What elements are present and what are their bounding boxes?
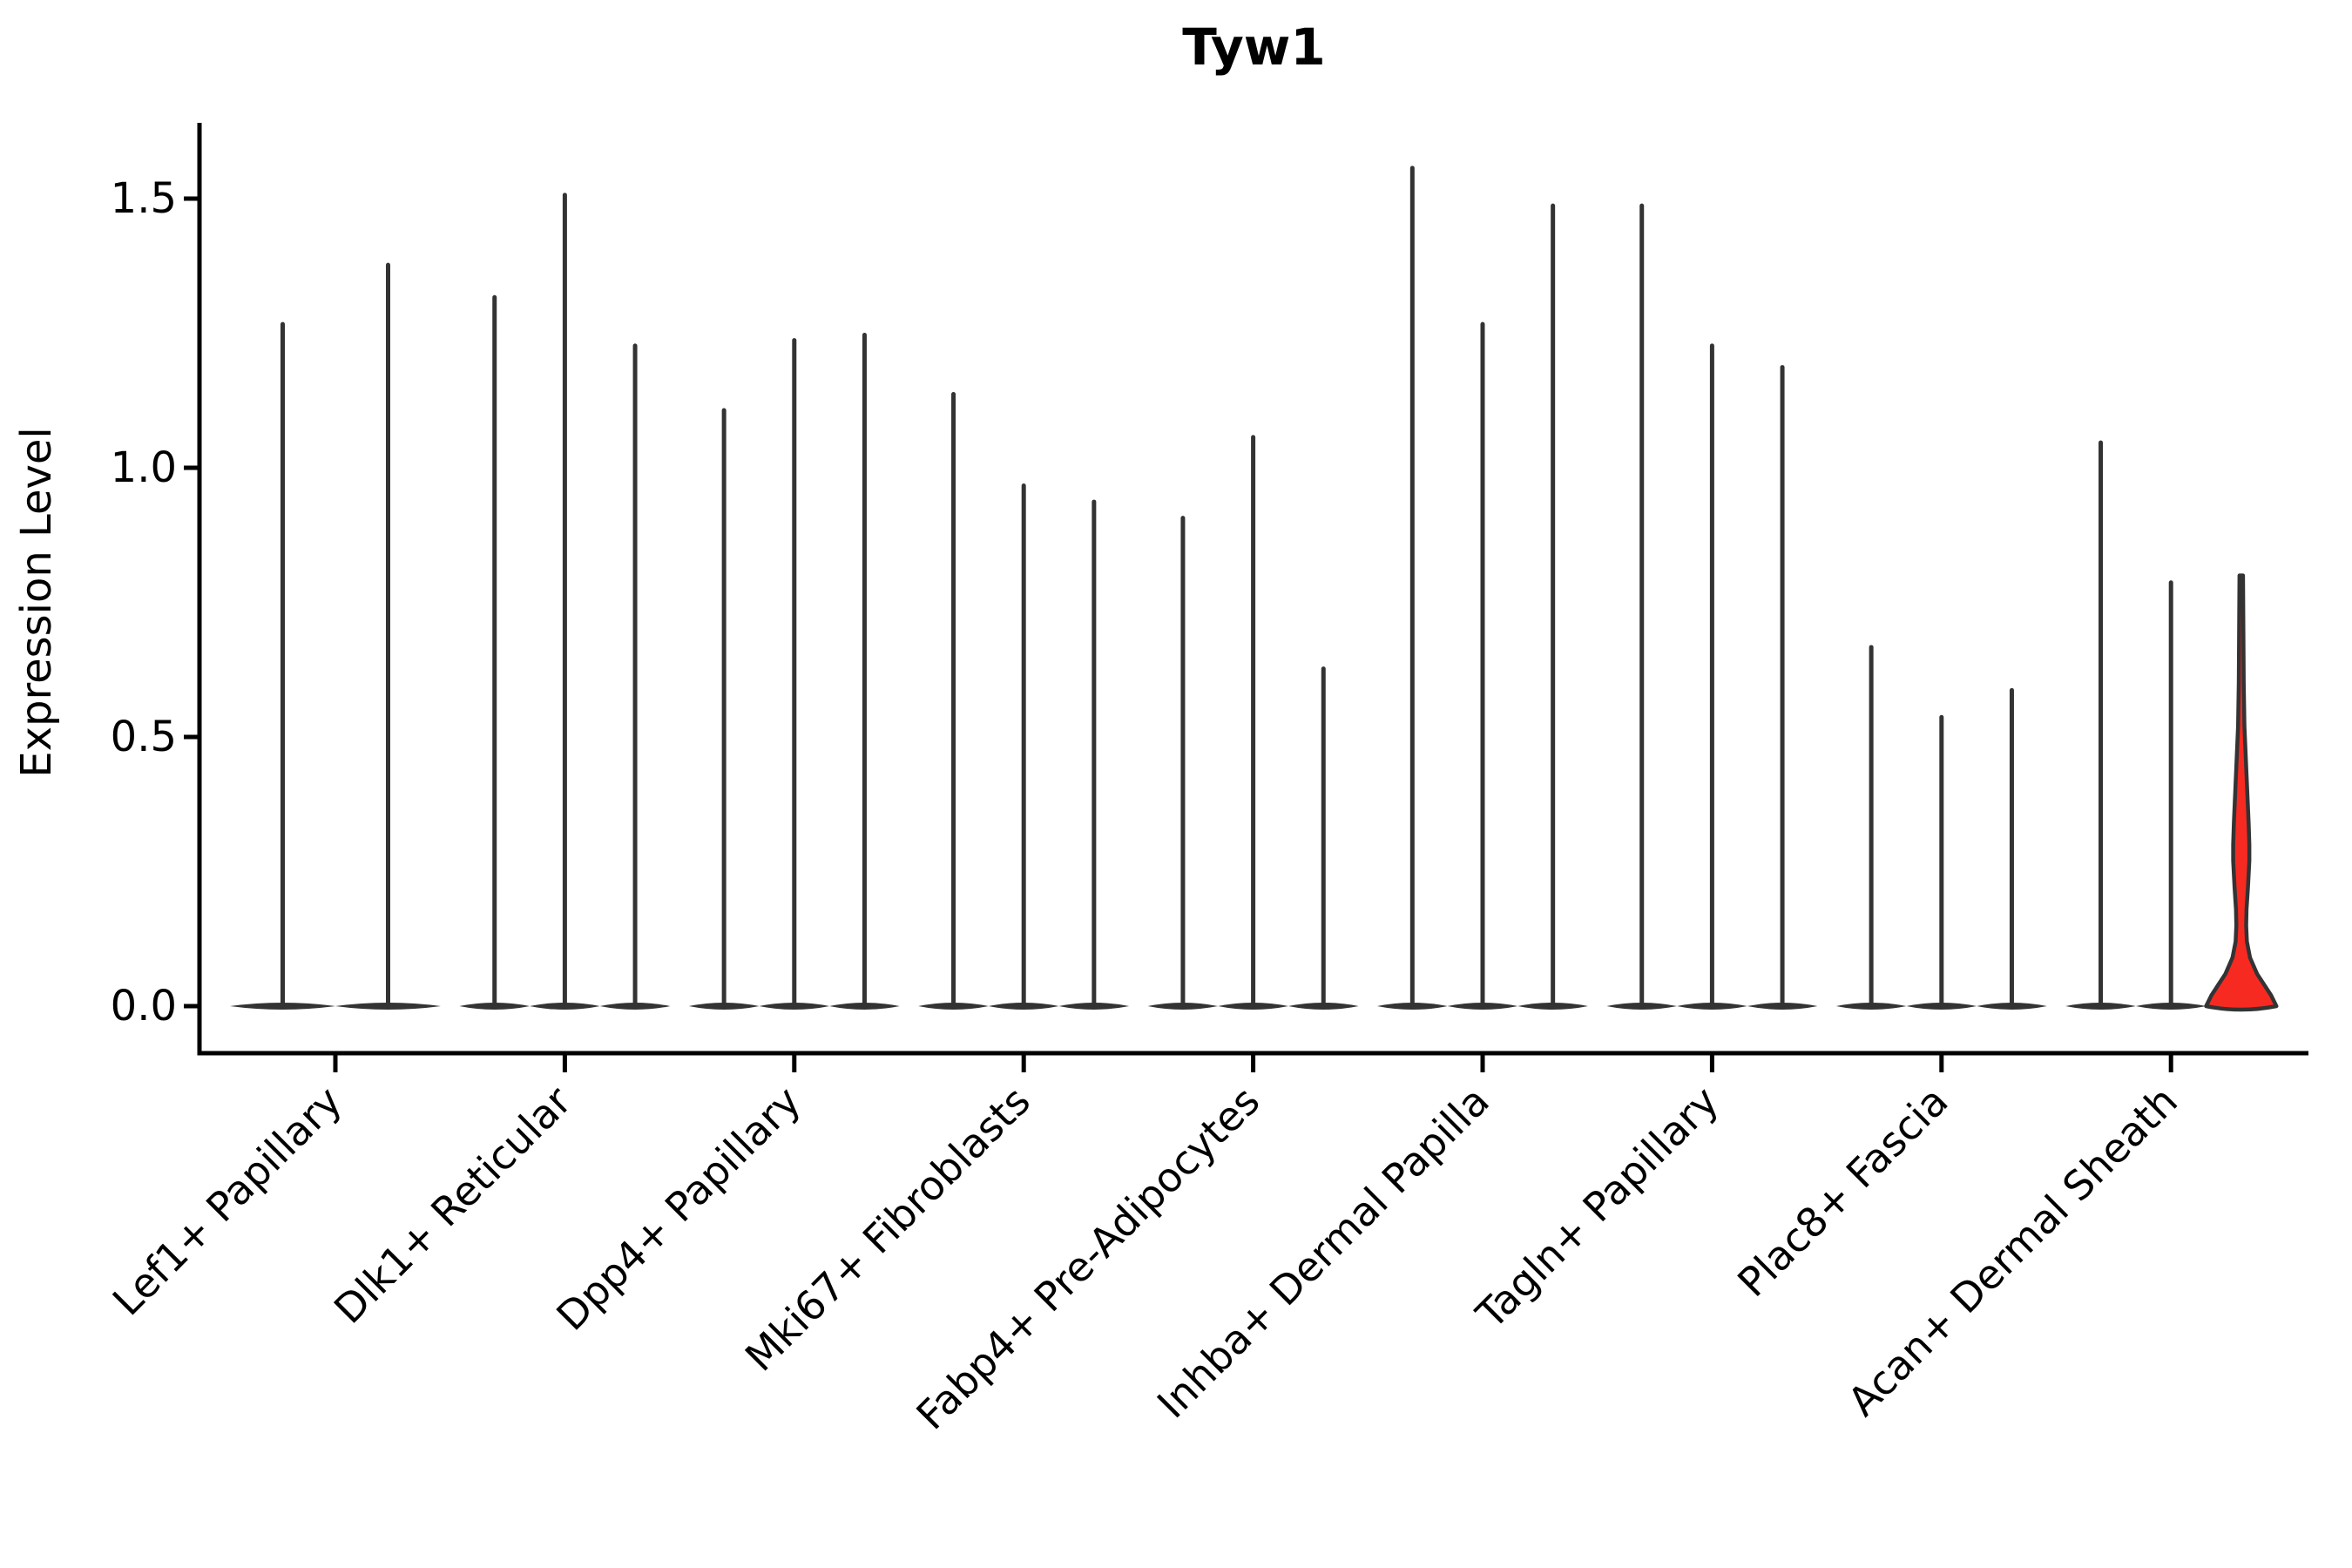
violin-base: [1147, 1003, 1219, 1010]
x-tick-label: Lef1+ Papillary: [104, 1078, 351, 1325]
violin-base: [1288, 1003, 1359, 1010]
violin-base: [1218, 1003, 1288, 1010]
x-tick-label: Plac8+ Fascia: [1728, 1078, 1957, 1306]
violin-base: [2065, 1003, 2136, 1010]
x-tick-label: Tagln+ Papillary: [1467, 1078, 1728, 1339]
violin-base: [829, 1003, 900, 1010]
violin-base: [530, 1003, 600, 1010]
violin-base: [918, 1003, 989, 1010]
violin-base: [1835, 1003, 1907, 1010]
violin-highlighted: [2204, 573, 2279, 1012]
violin-base: [1447, 1003, 1518, 1010]
violin-base: [230, 1003, 335, 1010]
violin-base: [1977, 1003, 2047, 1010]
y-tick-label: 0.5: [111, 713, 177, 761]
y-tick-label: 1.0: [111, 443, 177, 492]
violin-base: [2135, 1003, 2207, 1010]
y-tick-label: 1.5: [111, 174, 177, 223]
violin-base: [1747, 1003, 1818, 1010]
y-tick-label: 0.0: [111, 982, 177, 1031]
violin-base: [1606, 1003, 1678, 1010]
violin-base: [759, 1003, 830, 1010]
x-tick-label: Dlk1+ Reticular: [325, 1078, 580, 1333]
violin-base: [1058, 1003, 1130, 1010]
violin-base: [599, 1003, 671, 1010]
violin-base: [1906, 1003, 1977, 1010]
violin-base: [1377, 1003, 1448, 1010]
violin-base: [988, 1003, 1059, 1010]
y-axis-label: Expression Level: [12, 427, 61, 778]
violin-base: [1677, 1003, 1747, 1010]
chart-title: Tyw1: [1182, 17, 1325, 77]
violin-base: [459, 1003, 531, 1010]
violin-base: [1517, 1003, 1588, 1010]
violin-base: [688, 1003, 760, 1010]
violin-base: [335, 1003, 441, 1010]
x-tick-label: Dpp4+ Papillary: [547, 1078, 809, 1340]
